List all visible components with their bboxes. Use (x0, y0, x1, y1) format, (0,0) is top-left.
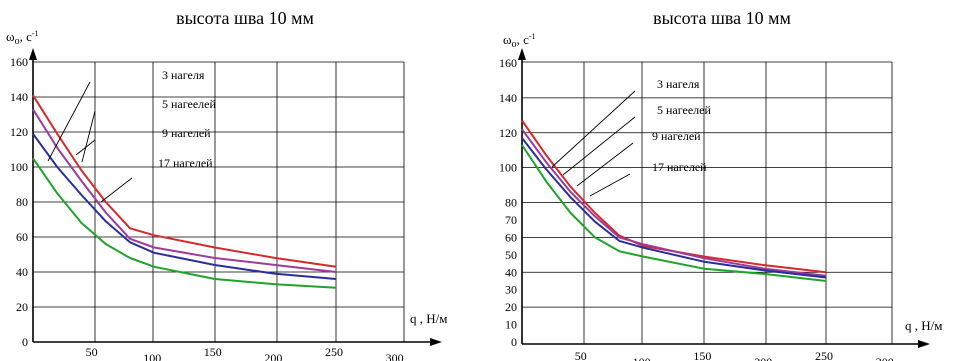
x-tick-label: 200 (754, 355, 772, 361)
y-tick-label: 160 (499, 56, 517, 70)
x-tick-label: 250 (815, 349, 833, 361)
series-label: 17 нагелей (158, 156, 213, 170)
y-tick-label: 20 (505, 300, 517, 314)
x-tick-label: 300 (876, 355, 894, 361)
chart-title: высота шва 10 мм (176, 8, 314, 28)
y-tick-label: 140 (10, 90, 28, 104)
series-line-1 (521, 119, 827, 274)
y-tick-label: 120 (499, 126, 517, 140)
y-tick-label: 50 (505, 248, 517, 262)
x-tick-label: 50 (575, 349, 587, 361)
series-line-4 (32, 157, 337, 289)
x-axis-arrow-icon (918, 340, 930, 348)
series-leader-line (562, 116, 636, 176)
y-tick-label: 40 (16, 265, 28, 279)
x-axis-label: q , Н/м (410, 311, 447, 326)
chart-panel-1: высота шва 10 мм 0 20 40 60 80 100 120 140 160 50 1… (6, 8, 447, 361)
series-leader-line (551, 90, 636, 168)
series-label: 3 нагеля (657, 77, 700, 91)
series-leader-line (75, 139, 96, 156)
x-tick-label: 250 (325, 345, 343, 359)
series-label: 5 нагеелей (162, 97, 216, 111)
x-tick-label: 150 (204, 345, 222, 359)
x-axis-arrow-icon (430, 338, 442, 346)
series-line-2 (521, 128, 827, 277)
y-axis-label: ωo, с-1 (6, 29, 39, 47)
y-tick-label: 40 (505, 265, 517, 279)
y-tick-label: 80 (505, 196, 517, 210)
y-tick-label: 60 (16, 230, 28, 244)
series-line-4 (521, 144, 827, 282)
y-tick-label: 0 (511, 335, 517, 349)
y-axis-arrow-icon (518, 48, 526, 60)
y-axis-label-subscript: o (512, 39, 517, 50)
series-label: 9 нагелей (162, 126, 211, 140)
series-line-3 (521, 137, 827, 279)
y-tick-label: 0 (22, 335, 28, 349)
series-line-2 (32, 108, 337, 273)
y-tick-label: 20 (16, 300, 28, 314)
y-tick-label: 70 (505, 213, 517, 227)
x-tick-label: 200 (264, 351, 282, 361)
series-leader-line (576, 142, 634, 187)
chart-panel-2: высота шва 10 мм 0 10 20 30 40 50 60 70 80 100 120 1… (499, 8, 942, 361)
y-tick-label: 140 (499, 91, 517, 105)
y-axis-label-symbol: ω (6, 29, 15, 44)
y-tick-label: 160 (10, 55, 28, 69)
series-label: 5 нагеелей (657, 103, 711, 117)
y-axis-arrow-icon (29, 48, 37, 60)
series-label: 9 нагелей (652, 129, 701, 143)
x-axis-label: q , Н/м (905, 318, 942, 333)
y-axis-label-unit: , с (517, 32, 530, 47)
series-leader-line (589, 173, 631, 197)
y-tick-label: 10 (505, 318, 517, 332)
y-tick-label: 120 (10, 125, 28, 139)
y-axis-label-unit: , с (20, 29, 33, 44)
y-tick-label: 60 (505, 230, 517, 244)
y-tick-label: 100 (10, 160, 28, 174)
y-axis-label-symbol: ω (503, 32, 512, 47)
y-tick-label: 100 (499, 161, 517, 175)
y-axis-label-superscript: -1 (529, 32, 536, 41)
x-tick-label: 50 (86, 345, 98, 359)
series-line-3 (32, 133, 337, 280)
x-tick-label: 150 (693, 349, 711, 361)
series-line-1 (32, 94, 337, 268)
x-tick-label: 100 (633, 355, 651, 361)
series-leader-line (100, 177, 133, 203)
y-tick-label: 80 (16, 195, 28, 209)
series-label: 3 нагеля (162, 68, 205, 82)
y-axis-label-superscript: -1 (32, 29, 39, 38)
x-tick-label: 300 (386, 351, 404, 361)
series-leader-line (81, 110, 96, 163)
chart-title: высота шва 10 мм (653, 8, 791, 28)
series-label: 17 нагелей (652, 160, 707, 174)
y-tick-label: 30 (505, 283, 517, 297)
x-tick-label: 100 (143, 351, 161, 361)
series-leader-line (47, 81, 91, 162)
y-axis-label: ωo, с-1 (503, 32, 536, 50)
y-axis-label-subscript: o (15, 36, 20, 47)
